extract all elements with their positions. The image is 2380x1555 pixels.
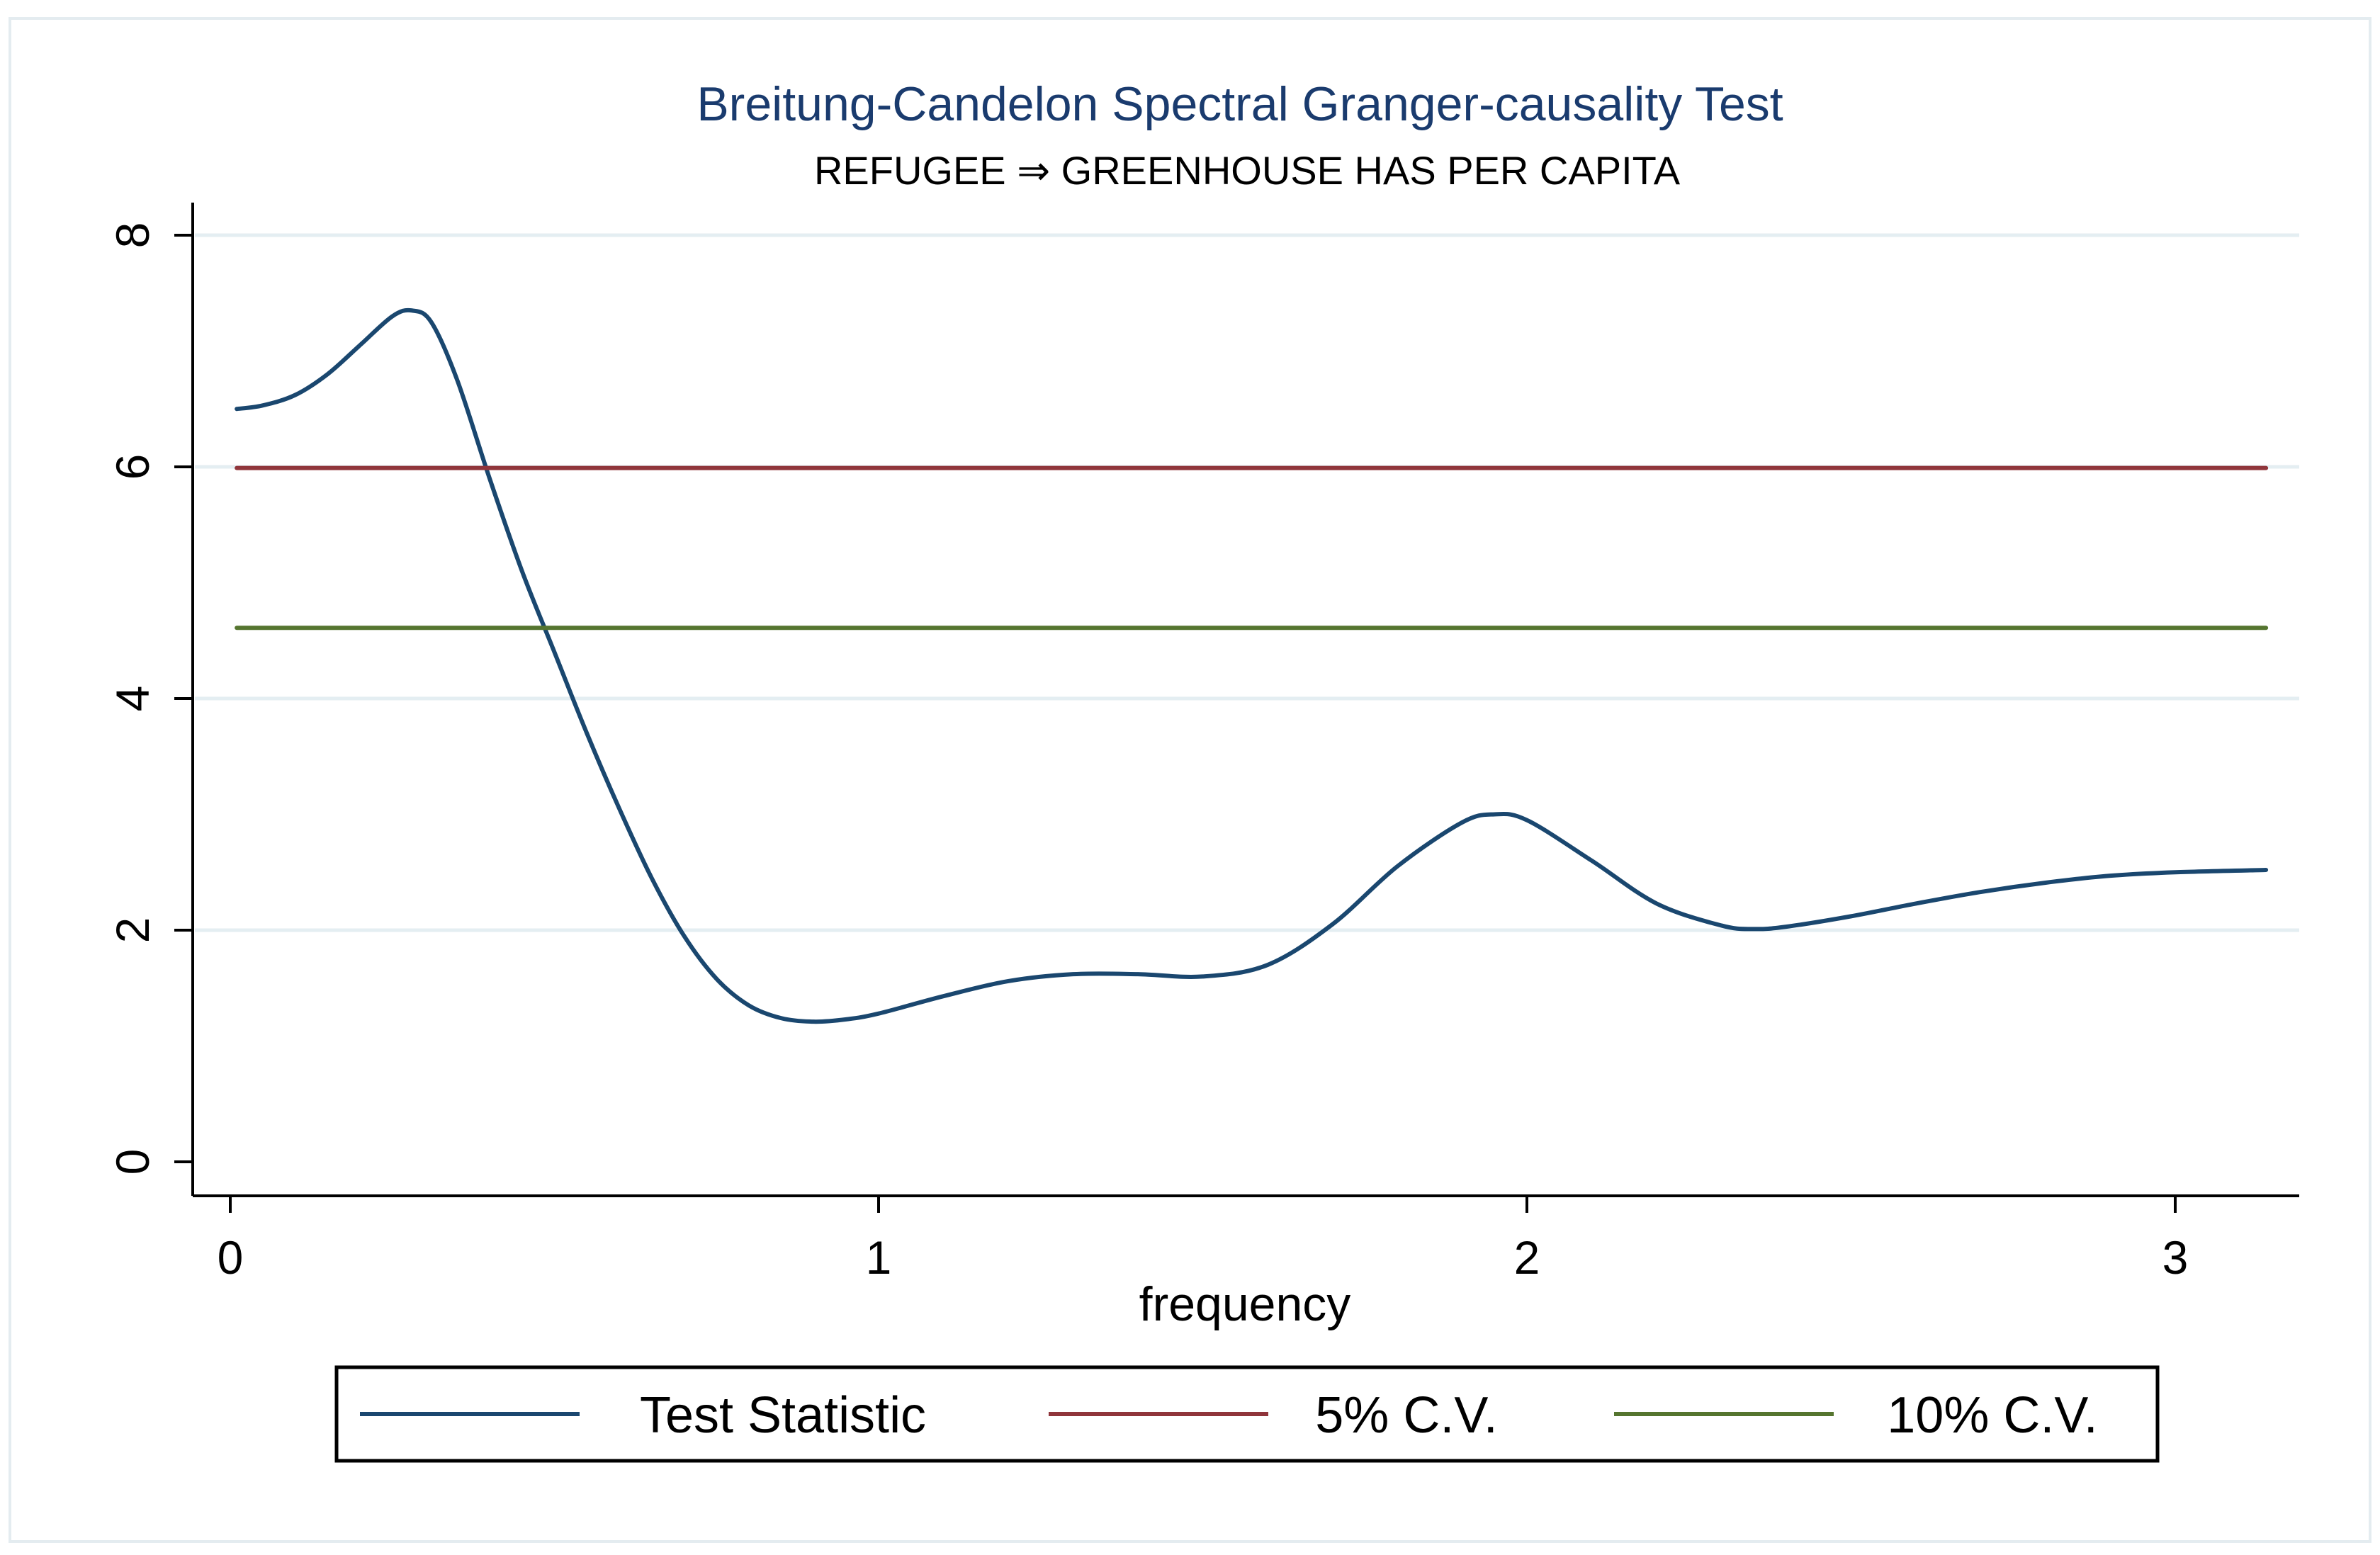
y-tick-label-2: 2 [106,917,159,944]
legend-label-10pct-cv: 10% C.V. [1887,1387,2098,1444]
x-tick-label-3: 3 [2162,1231,2189,1284]
chart-subtitle: REFUGEE ⇒ GREENHOUSE HAS PER CAPITA [814,148,1681,193]
x-tick-label-2: 2 [1514,1231,1540,1284]
series-lines [235,307,2269,1024]
x-axis-title: frequency [1139,1277,1351,1331]
series-test-statistic [235,307,2269,1024]
legend: Test Statistic 5% C.V. 10% C.V. [334,1365,2160,1463]
x-tick-label-1: 1 [866,1231,892,1284]
y-ticks: 0 2 4 6 8 [106,222,193,1175]
y-tick-label-0: 0 [106,1149,159,1175]
chart-title: Breitung-Candelon Spectral Granger-causa… [696,77,1783,131]
legend-label-test-statistic: Test Statistic [640,1387,926,1444]
x-ticks: 0 1 2 3 [218,1196,2189,1284]
y-tick-label-4: 4 [106,686,159,712]
y-tick-label-8: 8 [106,222,159,249]
x-tick-label-0: 0 [218,1231,244,1284]
legend-label-5pct-cv: 5% C.V. [1315,1387,1497,1444]
page-border [9,17,2371,1543]
y-tick-label-6: 6 [106,454,159,480]
